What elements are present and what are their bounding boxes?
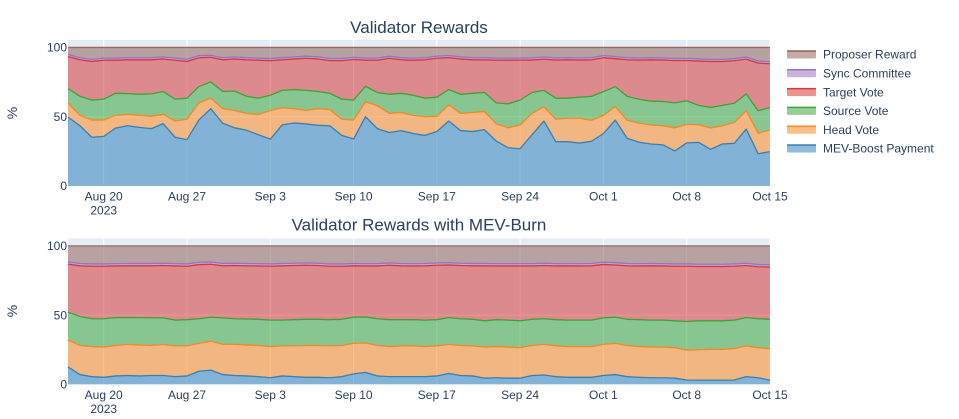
- svg-text:Sep 17: Sep 17: [418, 190, 456, 204]
- svg-text:Proposer Reward: Proposer Reward: [823, 48, 916, 62]
- svg-text:Oct 8: Oct 8: [672, 388, 701, 402]
- svg-text:Sep 10: Sep 10: [335, 190, 373, 204]
- svg-text:0: 0: [60, 179, 67, 193]
- svg-text:Sep 17: Sep 17: [418, 388, 456, 402]
- svg-text:100: 100: [47, 239, 67, 253]
- svg-text:MEV-Boost Payment: MEV-Boost Payment: [823, 142, 934, 156]
- svg-text:Sep 3: Sep 3: [255, 190, 287, 204]
- svg-text:50: 50: [54, 308, 68, 322]
- svg-text:Aug 20: Aug 20: [85, 190, 123, 204]
- svg-text:Sep 10: Sep 10: [335, 388, 373, 402]
- svg-text:%: %: [4, 107, 20, 119]
- svg-text:Sync Committee: Sync Committee: [823, 67, 911, 81]
- svg-text:Oct 1: Oct 1: [589, 190, 618, 204]
- svg-text:Sep 3: Sep 3: [255, 388, 287, 402]
- svg-text:Validator Rewards: Validator Rewards: [350, 18, 488, 37]
- svg-text:Sep 24: Sep 24: [501, 388, 539, 402]
- svg-text:Aug 20: Aug 20: [85, 388, 123, 402]
- svg-text:Target Vote: Target Vote: [823, 85, 884, 99]
- svg-text:0: 0: [60, 378, 67, 392]
- svg-text:Aug 27: Aug 27: [168, 388, 206, 402]
- svg-text:Aug 27: Aug 27: [168, 190, 206, 204]
- svg-text:Oct 8: Oct 8: [672, 190, 701, 204]
- svg-text:%: %: [4, 305, 20, 317]
- svg-text:100: 100: [47, 41, 67, 55]
- svg-text:Oct 15: Oct 15: [752, 388, 788, 402]
- svg-text:2023: 2023: [90, 402, 117, 416]
- svg-text:Oct 15: Oct 15: [752, 190, 788, 204]
- svg-text:Sep 24: Sep 24: [501, 190, 539, 204]
- svg-text:50: 50: [54, 110, 68, 124]
- svg-text:Head Vote: Head Vote: [823, 123, 879, 137]
- svg-text:Validator Rewards with MEV-Bur: Validator Rewards with MEV-Burn: [292, 216, 547, 235]
- svg-text:Oct 1: Oct 1: [589, 388, 618, 402]
- svg-text:2023: 2023: [90, 204, 117, 218]
- svg-text:Source Vote: Source Vote: [823, 104, 889, 118]
